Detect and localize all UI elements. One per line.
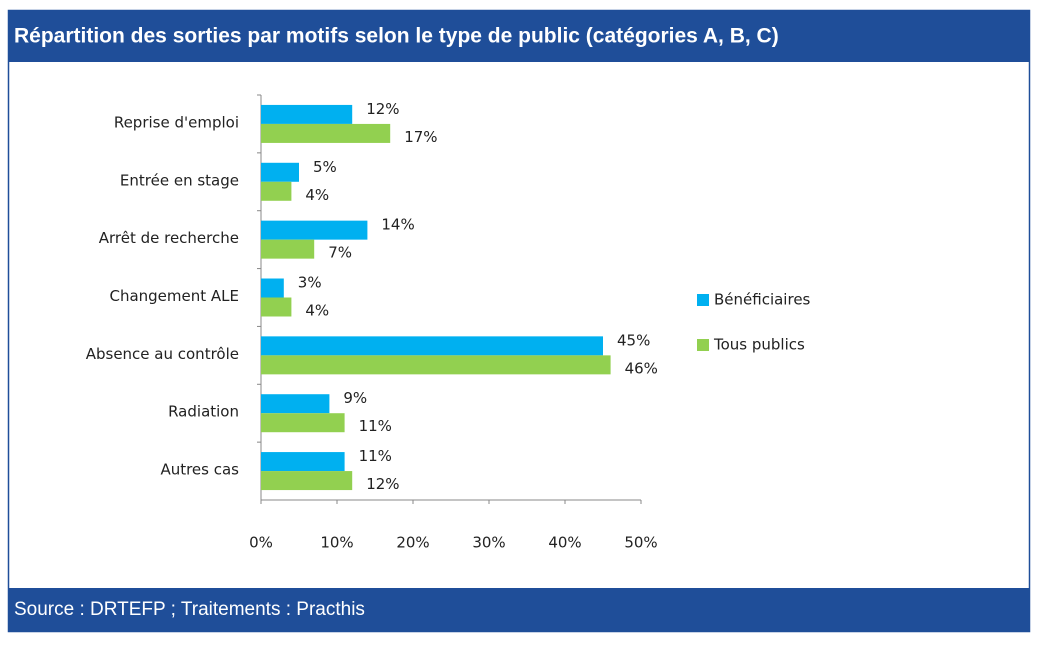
bar — [261, 452, 345, 472]
legend-swatch — [697, 339, 709, 351]
value-label: 46% — [625, 359, 658, 377]
legend-label: Tous publics — [713, 336, 805, 354]
bar — [261, 336, 603, 356]
legend-label: Bénéficiaires — [714, 291, 811, 309]
legend-swatch — [697, 294, 709, 306]
bar — [261, 239, 315, 259]
value-label: 12% — [366, 475, 399, 493]
value-label: 11% — [359, 447, 392, 465]
bar — [261, 181, 292, 201]
x-tick-label: 20% — [396, 534, 429, 552]
y-tick-label: Absence au contrôle — [86, 345, 239, 363]
y-tick-label: Autres cas — [160, 461, 239, 479]
frame — [7, 9, 1031, 633]
bar — [261, 355, 611, 375]
value-label: 7% — [328, 244, 352, 262]
value-label: 12% — [366, 100, 399, 118]
bar — [261, 278, 284, 298]
x-tick-label: 40% — [548, 534, 581, 552]
value-label: 45% — [617, 331, 650, 349]
value-label: 4% — [305, 186, 329, 204]
x-tick-label: 30% — [472, 534, 505, 552]
bar — [261, 297, 292, 317]
y-tick-label: Entrée en stage — [120, 171, 239, 189]
x-tick-label: 10% — [320, 534, 353, 552]
header-band — [8, 10, 1030, 62]
y-tick-label: Radiation — [168, 403, 239, 421]
value-label: 4% — [305, 302, 329, 320]
chart-title: Répartition des sorties par motifs selon… — [14, 25, 779, 48]
y-tick-label: Reprise d'emploi — [114, 113, 239, 131]
value-label: 11% — [359, 417, 392, 435]
bar — [261, 220, 368, 240]
bar — [261, 394, 330, 414]
y-tick-label: Changement ALE — [109, 287, 239, 305]
bar — [261, 471, 353, 491]
value-label: 9% — [343, 389, 367, 407]
footer-band — [8, 588, 1030, 632]
bar — [261, 104, 353, 124]
value-label: 14% — [381, 216, 414, 234]
source: Source : DRTEFP ; Traitements : Practhis — [14, 599, 365, 620]
x-tick-label: 50% — [624, 534, 657, 552]
bar — [261, 123, 391, 143]
bar — [261, 413, 345, 433]
value-label: 5% — [313, 158, 337, 176]
bar — [261, 162, 299, 182]
x-tick-label: 0% — [249, 534, 273, 552]
value-label: 3% — [298, 274, 322, 292]
value-label: 17% — [404, 128, 437, 146]
y-tick-label: Arrêt de recherche — [99, 229, 239, 247]
